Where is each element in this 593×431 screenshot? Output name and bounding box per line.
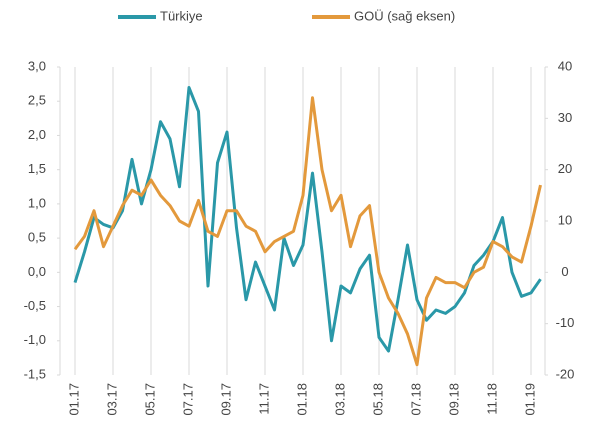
- y2-tick-label: 0: [561, 264, 568, 279]
- y-tick-label: 0,0: [28, 264, 46, 279]
- x-tick-label: 11.17: [256, 383, 271, 415]
- y2-tick-label: 20: [558, 161, 572, 176]
- y-tick-label: 2,5: [28, 93, 46, 108]
- x-tick-label: 05.18: [370, 383, 385, 416]
- y-tick-label: 1,5: [28, 161, 46, 176]
- x-tick-label: 07.18: [408, 383, 423, 416]
- y-tick-label: 1,0: [28, 195, 46, 210]
- y-tick-label: 0,5: [28, 230, 46, 245]
- x-tick-label: 01.18: [294, 383, 309, 416]
- x-tick-label: 09.18: [446, 383, 461, 416]
- y-tick-label: 3,0: [28, 58, 46, 73]
- x-tick-label: 11.18: [484, 383, 499, 415]
- line-series: [73, 86, 542, 353]
- x-tick-label: 01.19: [522, 383, 537, 416]
- y2-tick-label: -20: [556, 366, 575, 381]
- y2-tick-label: 30: [558, 110, 572, 125]
- y2-tick-label: 40: [558, 58, 572, 73]
- x-tick-label: 07.17: [180, 383, 195, 416]
- x-tick-label: 03.18: [332, 383, 347, 416]
- x-tick-label: 09.17: [218, 383, 233, 416]
- x-tick-label: 01.17: [66, 383, 81, 416]
- y2-tick-label: 10: [558, 212, 572, 227]
- line-series: [73, 96, 542, 367]
- y-tick-label: 2,0: [28, 127, 46, 142]
- y-tick-label: -1,0: [24, 332, 46, 347]
- legend-label: Türkiye: [160, 8, 203, 23]
- y-tick-label: -0,5: [24, 298, 46, 313]
- legend-label: GOÜ (sağ eksen): [354, 8, 455, 23]
- x-tick-label: 03.17: [104, 383, 119, 416]
- x-tick-label: 05.17: [142, 383, 157, 416]
- y2-tick-label: -10: [556, 315, 575, 330]
- y-tick-label: -1,5: [24, 366, 46, 381]
